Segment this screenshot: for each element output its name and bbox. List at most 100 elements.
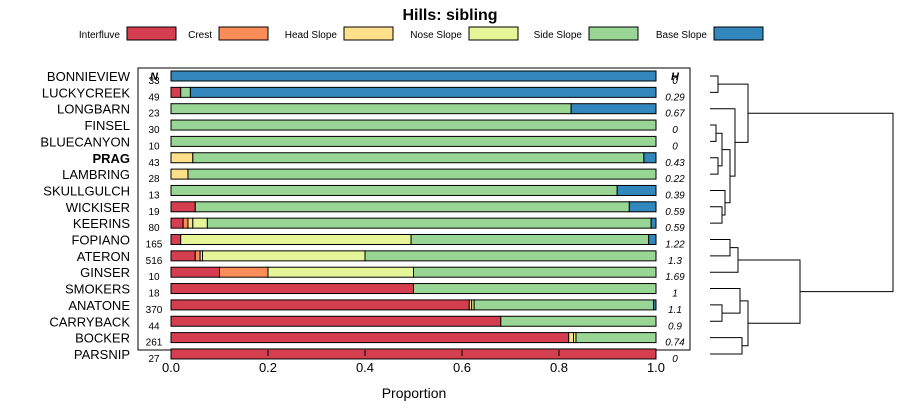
bar-segment <box>219 266 269 278</box>
bar-segment <box>180 86 191 98</box>
n-value: 261 <box>146 338 163 349</box>
n-value: 13 <box>148 190 160 201</box>
bar-segment <box>570 103 657 115</box>
dendrogram-link <box>748 112 894 293</box>
dendrogram-link <box>710 206 723 224</box>
dendrogram-link <box>710 337 743 355</box>
category-label: SMOKERS <box>65 282 130 297</box>
bar-segment <box>170 201 196 213</box>
dendrogram-link <box>738 259 801 324</box>
legend-swatch <box>126 26 177 41</box>
h-value: 0 <box>672 354 678 365</box>
h-value: 0.74 <box>665 338 685 349</box>
n-value: 49 <box>148 92 160 103</box>
h-value: 0 <box>672 141 678 152</box>
bar-segment <box>170 184 618 196</box>
n-column-header: N <box>150 71 159 83</box>
bar-segment <box>170 70 657 82</box>
dendrogram-link <box>710 304 723 322</box>
category-label: LUCKYCREEK <box>42 85 130 100</box>
n-value: 44 <box>148 321 160 332</box>
h-value: 0.43 <box>665 158 685 169</box>
h-value: 0.59 <box>665 223 685 234</box>
bar-segment <box>187 168 657 180</box>
dendrogram-link <box>710 247 739 273</box>
bar-segment <box>500 315 657 327</box>
h-value: 0.67 <box>665 109 685 120</box>
bar-segment <box>170 168 189 180</box>
category-label: BOCKER <box>75 331 130 346</box>
h-value: 0.9 <box>668 321 682 332</box>
bar-segment <box>568 332 575 344</box>
bar-segment <box>650 217 657 229</box>
bar-segment <box>170 103 572 115</box>
legend-label: Side Slope <box>534 30 583 41</box>
bar-segment <box>194 250 201 262</box>
h-value: 0 <box>672 125 678 136</box>
h-value: 0.29 <box>665 92 685 103</box>
category-label: BONNIEVIEW <box>47 69 131 84</box>
dendrogram-link <box>710 157 719 175</box>
category-label: PARSNIP <box>74 347 130 362</box>
legend-swatch <box>468 26 519 41</box>
legend-label: Nose Slope <box>410 30 462 41</box>
bar-segment <box>473 299 655 311</box>
legend-swatch <box>218 26 269 41</box>
legend-swatch <box>588 26 639 41</box>
legend-label: Crest <box>188 30 212 41</box>
bar-segment <box>170 332 570 344</box>
n-value: 30 <box>148 125 160 136</box>
bar-segment <box>170 283 414 295</box>
category-label: WICKISER <box>66 200 130 215</box>
dendrogram-link <box>710 239 731 257</box>
category-label: SKULLGULCH <box>43 183 130 198</box>
h-value: 0.22 <box>665 174 685 185</box>
h-value: 1.1 <box>668 305 682 316</box>
category-label: GINSER <box>80 265 130 280</box>
dendrogram-link <box>710 288 741 314</box>
x-tick-label: 0.8 <box>550 360 568 375</box>
h-value: 0.39 <box>665 190 685 201</box>
legend-label: Interfluve <box>79 30 121 41</box>
h-value: 1.3 <box>668 256 682 267</box>
dendrogram-link <box>710 124 717 142</box>
n-value: 18 <box>148 289 160 300</box>
bar-segment <box>648 234 657 245</box>
dendrogram-link <box>722 149 731 204</box>
bar-segment <box>653 299 657 311</box>
n-value: 10 <box>148 272 160 283</box>
category-label: LAMBRING <box>62 167 130 182</box>
dendrogram-link <box>716 132 723 167</box>
n-value: 27 <box>148 354 160 365</box>
bar-segment <box>170 152 194 164</box>
category-label: FINSEL <box>84 118 130 133</box>
legend-label: Head Slope <box>285 30 338 41</box>
category-label: LONGBARN <box>57 102 130 117</box>
legend-label: Base Slope <box>656 30 708 41</box>
bar-segment <box>170 86 182 98</box>
dendrogram-link <box>740 300 749 347</box>
x-axis: 0.0 0.2 0.4 0.6 0.8 1.0 <box>162 350 665 375</box>
h-value: 0.59 <box>665 207 685 218</box>
bar-segment <box>192 217 208 229</box>
bar-rows: BONNIEVIEW 33 0 LUCKYCREEK 49 0.29 LONGBARN 23 0… <box>40 69 685 365</box>
n-value: 19 <box>148 207 160 218</box>
chart-title: Hills: sibling <box>402 7 497 24</box>
bar-segment <box>182 217 189 229</box>
h-column-header: H <box>671 71 680 83</box>
category-label: CARRYBACK <box>49 314 130 329</box>
category-label: KEERINS <box>73 216 130 231</box>
n-value: 516 <box>146 256 163 267</box>
bar-segment <box>364 250 657 262</box>
legend: Interfluve Crest Head Slope Nose Slope Side … <box>79 26 764 41</box>
n-value: 33 <box>148 76 160 87</box>
bar-segment <box>413 283 657 295</box>
dendrogram <box>710 75 894 355</box>
bar-segment <box>189 86 657 98</box>
bar-segment <box>410 234 650 245</box>
bar-segment <box>170 299 470 311</box>
bar-segment <box>206 217 652 229</box>
bar-segment <box>187 217 194 229</box>
dendrogram-link <box>710 189 726 216</box>
